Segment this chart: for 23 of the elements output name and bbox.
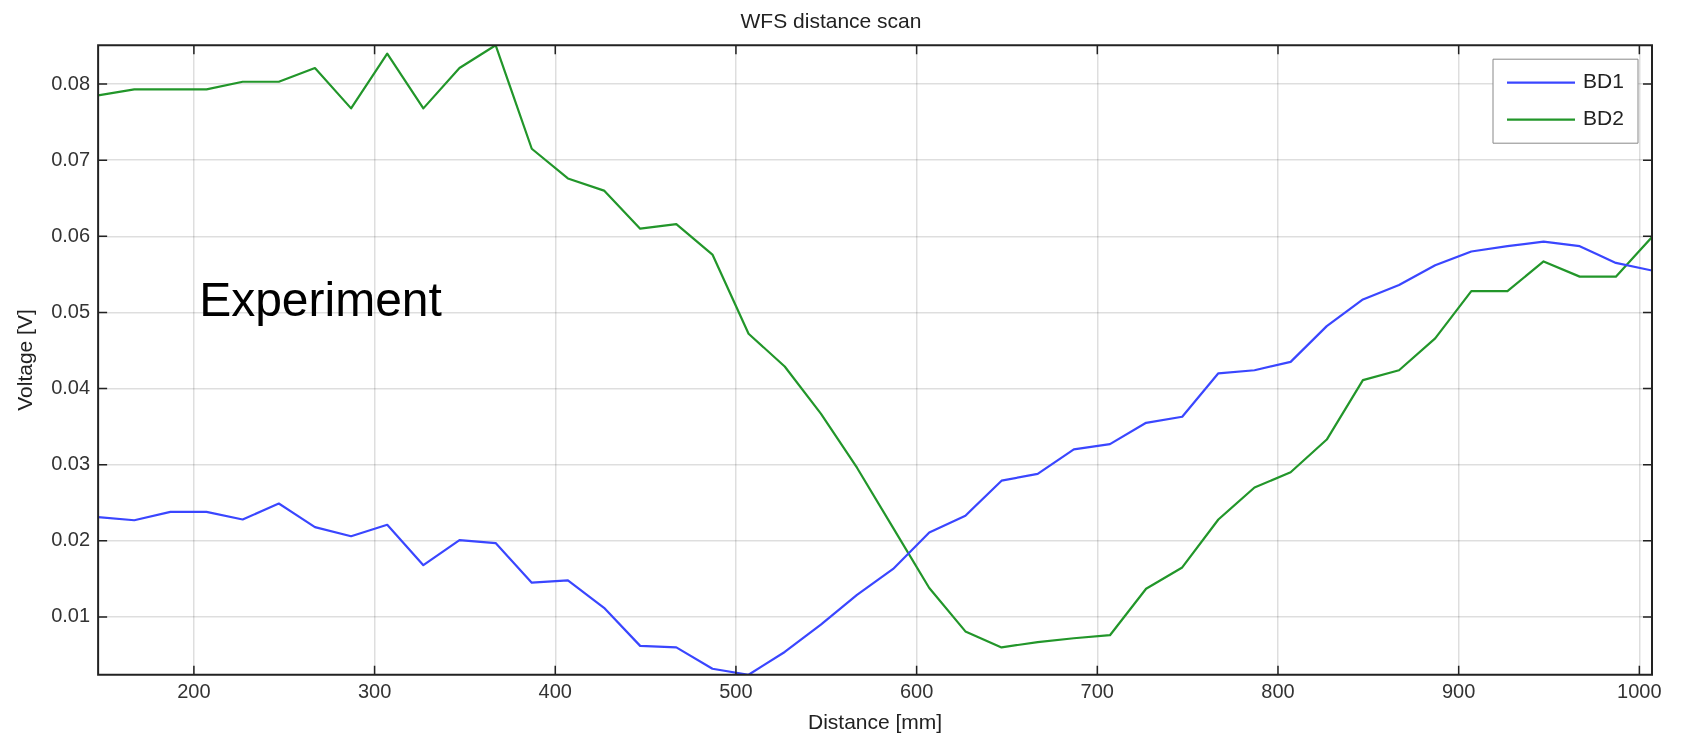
y-tick-label: 0.02 — [51, 528, 91, 551]
y-tick-label: 0.06 — [51, 223, 91, 246]
x-tick-label: 800 — [1261, 680, 1295, 703]
x-tick-label: 500 — [719, 680, 753, 703]
x-axis-title: Distance [mm] — [807, 710, 943, 734]
y-tick-label: 0.04 — [51, 376, 91, 399]
y-tick-label: 0.05 — [51, 299, 91, 322]
chart-title: WFS distance scan — [740, 9, 922, 33]
x-tick-label: 900 — [1441, 680, 1476, 703]
legend-label: BD1 — [1583, 69, 1624, 93]
x-tick-label: 400 — [538, 680, 572, 703]
x-tick-label: 200 — [177, 680, 211, 703]
annotation: Experiment — [199, 272, 442, 326]
x-tick-label: 1000 — [1617, 680, 1662, 703]
x-tick-label: 600 — [899, 680, 934, 703]
x-tick-label: 300 — [357, 680, 392, 703]
y-tick-label: 0.08 — [51, 71, 91, 94]
y-tick-label: 0.03 — [51, 452, 91, 475]
y-tick-label: 0.01 — [51, 604, 91, 627]
y-tick-label: 0.07 — [51, 147, 91, 170]
x-tick-label: 700 — [1080, 680, 1114, 703]
y-axis-title: Voltage [V] — [13, 309, 37, 411]
legend-label: BD2 — [1583, 106, 1624, 130]
